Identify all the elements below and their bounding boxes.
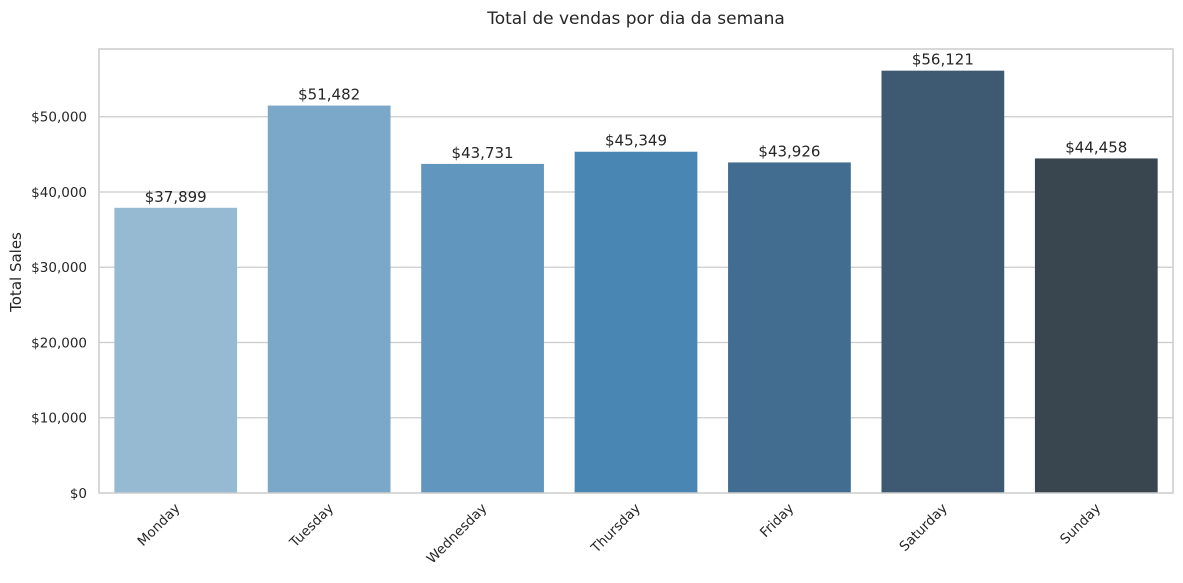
bar-friday: [728, 162, 851, 493]
chart-title: Total de vendas por dia da semana: [486, 9, 785, 29]
data-label: $37,899: [145, 188, 207, 206]
data-label: $43,926: [758, 142, 820, 160]
data-label: $44,458: [1065, 138, 1127, 156]
y-tick-label: $50,000: [31, 110, 87, 126]
x-tick-label: Friday: [757, 501, 797, 541]
data-labels: $37,899 $51,482 $43,731 $45,349 $43,926 $56,1…: [145, 51, 1128, 206]
y-tick-label: $40,000: [31, 185, 87, 201]
bar-sunday: [1034, 158, 1158, 494]
bar-thursday: [574, 151, 698, 493]
data-label: $51,482: [298, 86, 360, 104]
x-tick-label: Thursday: [587, 501, 643, 557]
x-tick-label: Wednesday: [424, 501, 491, 568]
x-tick-label: Saturday: [896, 501, 950, 555]
x-tick-labels: Monday Tuesday Wednesday Thursday Friday Satu…: [135, 501, 1105, 568]
y-tick-label: $0: [70, 486, 87, 502]
y-axis-label: Total Sales: [7, 232, 25, 313]
bars: [114, 70, 1158, 494]
x-tick-label: Tuesday: [286, 501, 337, 552]
bar-tuesday: [267, 105, 391, 493]
y-tick-label: $30,000: [31, 260, 87, 276]
bar-monday: [114, 207, 238, 494]
y-tick-label: $20,000: [31, 335, 87, 351]
data-label: $56,121: [912, 51, 974, 69]
plot-frame: [98, 48, 1174, 494]
x-tick-label: Monday: [135, 501, 184, 550]
bar-wednesday: [421, 163, 544, 493]
y-tick-labels: $0 $10,000 $20,000 $30,000 $40,000 $50,000: [31, 110, 87, 502]
x-tick-label: Sunday: [1057, 501, 1104, 548]
data-label: $43,731: [452, 144, 514, 162]
y-tick-label: $10,000: [31, 411, 87, 427]
bar-saturday: [881, 70, 1005, 493]
data-label: $45,349: [605, 132, 667, 150]
